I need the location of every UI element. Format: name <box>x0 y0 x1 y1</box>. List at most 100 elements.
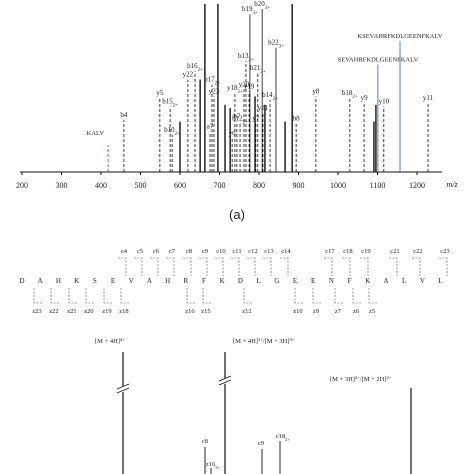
ion-name: /[M + 2H] <box>360 376 387 383</box>
residue: K <box>365 277 370 285</box>
z-ion-bracket <box>33 288 43 304</box>
x-tick-label: 300 <box>56 181 68 190</box>
ion-name: y23 <box>209 87 220 95</box>
ion-name: y9 <box>361 94 369 102</box>
c-ion-label: c19 <box>361 248 370 255</box>
z-ion-label: z20 <box>84 308 93 315</box>
ion-name: c18 <box>276 433 285 440</box>
ion-name: [M + 4H] <box>95 338 120 345</box>
ion-name: y22 <box>183 71 194 79</box>
z-ion-label: z5 <box>369 308 375 315</box>
z-ion-label: z6 <box>353 308 360 315</box>
ion-charge: 2+ <box>173 103 179 108</box>
c-ion-bracket <box>183 257 192 276</box>
c-ion-label: c18 <box>343 248 352 255</box>
z-ion-label: z23 <box>32 308 41 315</box>
ion-charge: 3+ <box>260 69 266 74</box>
peak-label: b122+ <box>232 114 248 125</box>
x-tick-label: 500 <box>135 181 147 190</box>
z-ion-bracket <box>202 288 212 304</box>
residue: S <box>93 277 97 285</box>
z-ion-label: z19 <box>102 308 111 315</box>
ion-name: z16 <box>206 461 216 468</box>
ion-charge: 2+ <box>243 120 249 125</box>
c-ion-label: c21 <box>390 248 399 255</box>
peak-label: y6 <box>229 129 237 137</box>
etd-label: c182+ <box>276 433 291 442</box>
x-tick-label: 1000 <box>330 181 346 190</box>
ion-name: b10 <box>164 126 175 134</box>
c-ion-bracket <box>231 257 240 276</box>
ion-charge: 3+ <box>265 6 271 11</box>
x-tick-label: 1100 <box>370 181 386 190</box>
peak-label: a7 <box>207 123 214 131</box>
etd-label: z163+ <box>206 461 221 470</box>
z-ion-bracket <box>294 288 304 304</box>
z-ion-label: z22 <box>49 308 58 315</box>
ion-charge: 3+ <box>290 337 295 342</box>
ion-name: b13 <box>238 52 249 60</box>
z-ion-label: z12 <box>242 308 251 315</box>
residue: V <box>420 277 425 285</box>
peak-label: b102+ <box>164 126 180 137</box>
residue: A <box>147 277 152 285</box>
peak-label: b152+ <box>162 97 178 108</box>
residue: E <box>111 277 115 285</box>
z-ion-bracket <box>334 288 344 304</box>
ion-name: b18 <box>342 89 353 97</box>
z-ion-bracket <box>186 288 196 304</box>
c-ion-label: c14 <box>281 248 291 255</box>
c-ion-label: c8 <box>186 248 192 255</box>
z-ion-label: z16 <box>185 308 195 315</box>
c-ion-label: c5 <box>137 248 143 255</box>
residue: K <box>74 277 79 285</box>
c-ion-bracket <box>215 257 224 276</box>
c-ion-label: c23 <box>440 248 449 255</box>
residue: H <box>165 277 170 285</box>
ion-name: y11 <box>423 94 434 102</box>
residue: H <box>56 277 61 285</box>
ion-name: a7 <box>207 123 214 131</box>
c-ion-label: c13 <box>264 248 273 255</box>
z-ion-bracket <box>68 288 78 304</box>
x-tick-label: 1200 <box>409 181 425 190</box>
etd-label: [M + 4H]3+/[M + 3H]3+ <box>233 337 295 346</box>
peak-label: b7 <box>233 113 241 121</box>
ion-charge: 2+ <box>175 132 181 137</box>
c-ion-label: c4 <box>121 248 128 255</box>
residue: E <box>293 277 297 285</box>
peak-label: y5 <box>156 89 164 97</box>
axis-break-gap <box>118 386 128 392</box>
z-ion-bracket <box>85 288 95 304</box>
ion-name: /[M + 3H] <box>263 338 290 345</box>
c-ion-label: c22 <box>413 248 422 255</box>
ion-name: b20 <box>254 0 265 8</box>
ion-charge: 3+ <box>258 337 263 342</box>
z-ion-label: z7 <box>335 308 342 315</box>
ion-name: [M + 3H] <box>330 376 355 383</box>
residue: F <box>202 277 206 285</box>
ion-name: b17 <box>204 76 215 84</box>
peak-label: y9 <box>361 94 369 102</box>
peak-label: y22 <box>183 71 194 79</box>
peak-label: b162+ <box>187 62 203 73</box>
residue: E <box>311 277 315 285</box>
c-ion-label: c7 <box>169 248 176 255</box>
ion-name: y5 <box>156 89 164 97</box>
peak-label: y20 <box>239 81 250 89</box>
ion-name: y10 <box>379 97 390 105</box>
ion-charge: 2+ <box>273 96 279 101</box>
axis-break-gap <box>220 378 230 384</box>
z-ion-bracket <box>103 288 113 304</box>
axis-break <box>218 379 232 386</box>
c-ion-bracket <box>342 257 351 276</box>
ion-name: b7 <box>233 113 241 121</box>
ion-name: [M + 4H] <box>233 338 258 345</box>
z-ion-bracket <box>243 288 253 304</box>
z-ion-bracket <box>368 288 378 304</box>
c-ion-bracket <box>280 257 289 276</box>
residue: D <box>238 277 243 285</box>
peak-label: b8 <box>293 114 301 122</box>
ion-name: b22 <box>268 39 279 47</box>
